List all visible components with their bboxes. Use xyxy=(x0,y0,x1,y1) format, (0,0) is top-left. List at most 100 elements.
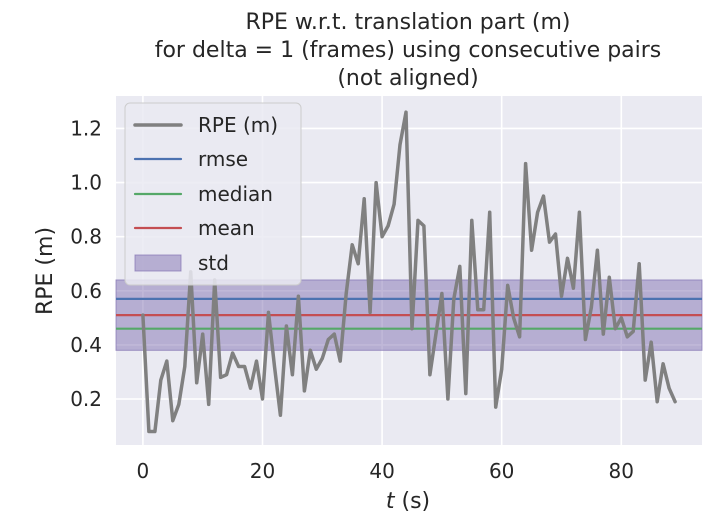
y-tick-label: 0.4 xyxy=(70,333,102,357)
rpe-data-point xyxy=(625,335,629,339)
rpe-data-point xyxy=(356,262,360,266)
rpe-data-point xyxy=(589,305,593,309)
rpe-data-point xyxy=(428,373,432,377)
rpe-data-point xyxy=(434,332,438,336)
rpe-data-point xyxy=(601,332,605,336)
y-tick-labels: 0.2 0.4 0.6 0.8 1.0 1.2 xyxy=(70,116,102,411)
y-tick-label: 0.2 xyxy=(70,387,102,411)
rpe-series-layer xyxy=(141,110,677,434)
rpe-data-point xyxy=(153,429,157,433)
y-tick-label: 0.6 xyxy=(70,279,102,303)
legend-label-std: std xyxy=(198,251,229,275)
chart-title-line-2: for delta = 1 (frames) using consecutive… xyxy=(155,38,662,63)
rpe-data-point xyxy=(530,248,534,252)
rpe-data-point xyxy=(583,337,587,341)
rpe-data-point xyxy=(207,402,211,406)
rpe-data-point xyxy=(613,327,617,331)
rpe-data-point xyxy=(673,400,677,404)
x-axis-label-var: t xyxy=(386,489,396,514)
legend-frame xyxy=(124,102,302,286)
rpe-data-point xyxy=(542,194,546,198)
rpe-data-point xyxy=(302,389,306,393)
rpe-data-point xyxy=(649,340,653,344)
rpe-data-point xyxy=(237,365,241,369)
legend: RPE (m) rmse median mean std xyxy=(124,102,302,286)
rpe-data-point xyxy=(374,181,378,185)
rpe-data-point xyxy=(595,248,599,252)
rpe-data-point xyxy=(159,378,163,382)
rpe-data-point xyxy=(488,210,492,214)
rpe-data-point xyxy=(524,162,528,166)
legend-label-rmse: rmse xyxy=(198,147,248,171)
rpe-data-point xyxy=(350,243,354,247)
rpe-data-point xyxy=(619,316,623,320)
rpe-data-point xyxy=(643,378,647,382)
rpe-data-point xyxy=(183,365,187,369)
rpe-data-point xyxy=(225,373,229,377)
x-axis-label-unit: (s) xyxy=(395,489,431,514)
x-tick-label: 40 xyxy=(369,459,394,483)
x-tick-label: 0 xyxy=(137,459,150,483)
rpe-data-point xyxy=(362,197,366,201)
rpe-data-point xyxy=(272,365,276,369)
x-tick-label: 80 xyxy=(609,459,634,483)
rpe-data-point xyxy=(446,397,450,401)
rpe-data-point xyxy=(404,110,408,114)
rpe-data-point xyxy=(332,332,336,336)
rpe-data-point xyxy=(249,386,253,390)
rpe-data-point xyxy=(571,286,575,290)
rpe-data-point xyxy=(482,308,486,312)
rpe-data-point xyxy=(386,224,390,228)
chart-title-line-1: RPE w.r.t. translation part (m) xyxy=(245,10,570,35)
x-tick-label: 60 xyxy=(489,459,514,483)
chart-title-line-3: (not aligned) xyxy=(337,66,478,91)
y-tick-label: 1.2 xyxy=(70,116,102,140)
rpe-data-point xyxy=(422,224,426,228)
rpe-data-point xyxy=(171,419,175,423)
rpe-data-point xyxy=(243,365,247,369)
rpe-data-point xyxy=(392,202,396,206)
rpe-data-point xyxy=(554,232,557,236)
y-tick-label: 1.0 xyxy=(70,171,102,195)
legend-label-rpe: RPE (m) xyxy=(198,113,278,137)
rpe-data-point xyxy=(308,348,312,352)
rpe-data-point xyxy=(506,283,510,287)
rpe-data-point xyxy=(548,240,552,244)
rpe-data-point xyxy=(338,359,342,363)
rpe-data-point xyxy=(565,256,569,260)
y-axis-label: RPE (m) xyxy=(33,227,58,315)
rpe-data-point xyxy=(655,400,659,404)
rpe-data-point xyxy=(559,294,563,298)
rpe-data-point xyxy=(278,413,282,417)
rpe-data-point xyxy=(326,337,330,341)
rpe-data-point xyxy=(500,367,504,371)
rpe-data-point xyxy=(296,294,300,298)
rpe-data-point xyxy=(452,297,456,301)
x-axis-label: t (s) xyxy=(386,489,430,514)
rpe-data-point xyxy=(320,356,324,360)
rpe-data-point xyxy=(440,291,444,295)
rpe-data-point xyxy=(410,327,414,331)
rpe-data-point xyxy=(512,316,516,320)
rpe-data-point xyxy=(266,310,270,314)
rpe-data-point xyxy=(536,210,540,214)
rpe-data-point xyxy=(284,324,288,328)
rpe-data-point xyxy=(219,375,223,379)
rpe-data-point xyxy=(380,235,384,239)
y-tick-label: 0.8 xyxy=(70,225,102,249)
rpe-data-point xyxy=(147,429,151,433)
rpe-data-point xyxy=(464,392,468,396)
rpe-data-point xyxy=(476,308,480,312)
legend-label-mean: mean xyxy=(198,216,255,240)
rpe-data-point xyxy=(607,275,611,279)
rpe-data-point xyxy=(631,329,635,333)
rpe-data-point xyxy=(458,264,462,268)
rpe-data-point xyxy=(195,381,199,385)
legend-label-median: median xyxy=(198,182,273,206)
rpe-data-point xyxy=(368,310,372,314)
x-tick-labels: 0 20 40 60 80 xyxy=(137,459,634,483)
rpe-data-point xyxy=(141,313,145,317)
rpe-data-point xyxy=(518,335,522,339)
